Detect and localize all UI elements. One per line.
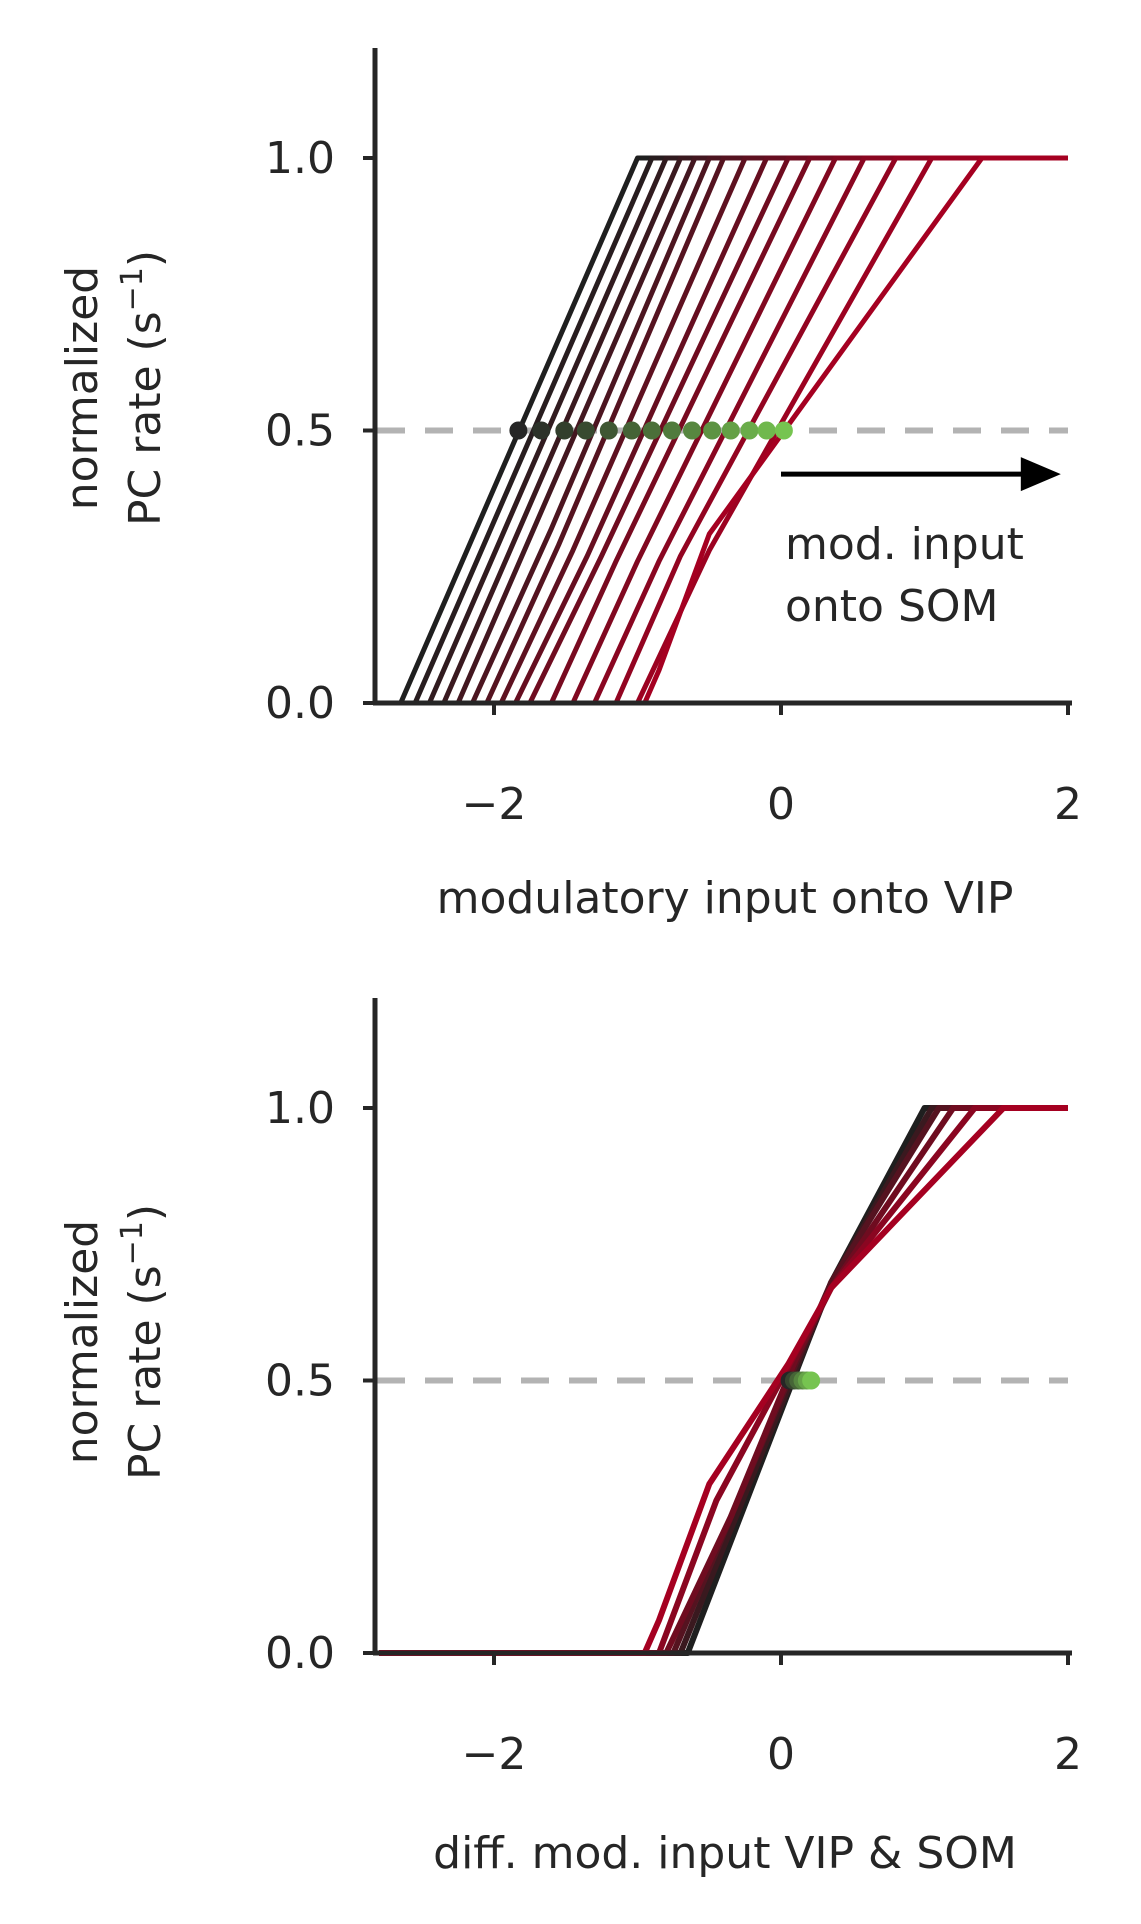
crossing-point-14 — [774, 421, 793, 440]
y-axis-label-exponent: −1 — [115, 267, 150, 311]
crossing-point-6 — [622, 421, 641, 440]
crossing-point-11 — [721, 421, 740, 440]
crossing-point-6 — [802, 1371, 821, 1390]
y-axis-label-close: ) — [120, 250, 171, 267]
crossing-point-12 — [740, 421, 759, 440]
chart-panel-bottom: 0.0 0.5 1.0 −2 0 2 diff. mod. input VIP & SOM… — [57, 998, 1082, 1879]
crossing-point-9 — [683, 421, 702, 440]
chart-panel-top: 0.00.51.0−2 0 2 modulatory input onto VIP … — [57, 48, 1082, 924]
x-axis-label: diff. mod. input VIP & SOM — [433, 1828, 1017, 1879]
y-axis-label-close: ) — [120, 1204, 171, 1221]
annotation-line-2: onto SOM — [785, 581, 999, 632]
plot-area: 0.0 0.5 1.0 −2 0 2 — [265, 48, 1082, 830]
y-axis-label-text: PC rate (s — [120, 1265, 171, 1480]
crossing-point-8 — [662, 421, 681, 440]
crossing-point-1 — [509, 421, 528, 440]
y-tick-label: 0.5 — [265, 1356, 335, 1407]
series-line-6 — [379, 1105, 1068, 1656]
annotation-line-1: mod. input — [785, 519, 1024, 570]
x-tick-label: −2 — [462, 779, 527, 830]
x-axis-label: modulatory input onto VIP — [437, 873, 1014, 924]
crossing-point-5 — [599, 421, 618, 440]
x-tick-label: 2 — [1054, 779, 1082, 830]
crossing-point-10 — [703, 421, 722, 440]
y-axis-label: normalized — [57, 1220, 108, 1465]
y-axis-label: normalized — [57, 266, 108, 511]
y-tick-label: 1.0 — [265, 1083, 335, 1134]
crossing-point-2 — [532, 421, 551, 440]
y-tick-label: 0.0 — [265, 678, 335, 729]
y-axis-label-text: PC rate (s — [120, 311, 171, 526]
x-tick-label: 0 — [767, 779, 795, 830]
crossing-point-3 — [555, 421, 574, 440]
crossing-point-13 — [757, 421, 776, 440]
x-tick-label: 2 — [1054, 1729, 1082, 1780]
crossing-point-4 — [576, 421, 595, 440]
annotation-arrow-head — [1020, 457, 1061, 492]
y-tick-label: 1.0 — [265, 133, 335, 184]
x-tick-label: −2 — [462, 1729, 527, 1780]
y-axis-label-2: PC rate (s−1) — [115, 1204, 171, 1480]
y-tick-label: 0.0 — [265, 1628, 335, 1679]
y-axis-label-exponent: −1 — [115, 1221, 150, 1265]
x-tick-label: 0 — [767, 1729, 795, 1780]
y-tick-label: 0.5 — [265, 406, 335, 457]
plot-area: 0.0 0.5 1.0 −2 0 2 — [265, 998, 1082, 1780]
y-axis-label-2: PC rate (s−1) — [115, 250, 171, 526]
crossing-point-7 — [642, 421, 661, 440]
